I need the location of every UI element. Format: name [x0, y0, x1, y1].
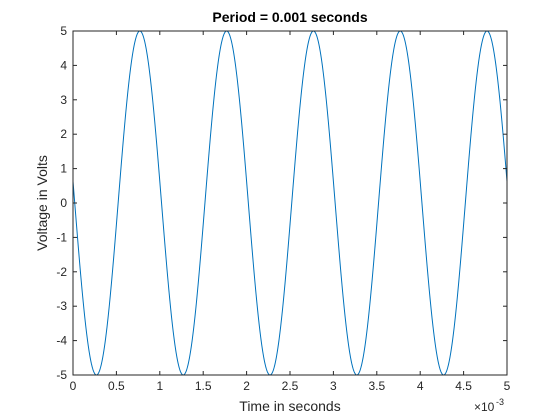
y-tick-label: -1 — [56, 230, 67, 244]
x-tick-label: 0.5 — [108, 379, 125, 393]
x-tick-label: 4.5 — [455, 379, 472, 393]
x-tick-label: 2.5 — [282, 379, 299, 393]
x-tick-label: 2 — [243, 379, 250, 393]
y-tick-label: 4 — [60, 58, 67, 72]
series-line — [72, 30, 508, 376]
y-tick-label: 0 — [60, 196, 67, 210]
chart-title: Period = 0.001 seconds — [212, 9, 367, 25]
y-tick-label: 2 — [60, 127, 67, 141]
y-tick-label: 5 — [60, 24, 67, 38]
x-tick-label: 3 — [330, 379, 337, 393]
x-tick-label: 5 — [504, 379, 511, 393]
x-tick-label: 1 — [156, 379, 163, 393]
y-tick-label: -2 — [56, 265, 67, 279]
x-axis-label: Time in seconds — [239, 398, 340, 414]
x-tick-label: 0 — [70, 379, 77, 393]
x-exponent-base: ×10 — [474, 400, 495, 414]
x-exponent-power: -3 — [496, 397, 504, 407]
y-tick-label: -5 — [56, 368, 67, 382]
y-tick-label: -4 — [56, 334, 67, 348]
y-tick-label: 3 — [60, 93, 67, 107]
y-tick-label: 1 — [60, 162, 67, 176]
x-tick-label: 1.5 — [195, 379, 212, 393]
y-tick-label: -3 — [56, 299, 67, 313]
x-tick-label: 3.5 — [368, 379, 385, 393]
plot-area — [73, 31, 507, 375]
x-tick-label: 4 — [417, 379, 424, 393]
y-axis-label: Voltage in Volts — [34, 155, 50, 251]
